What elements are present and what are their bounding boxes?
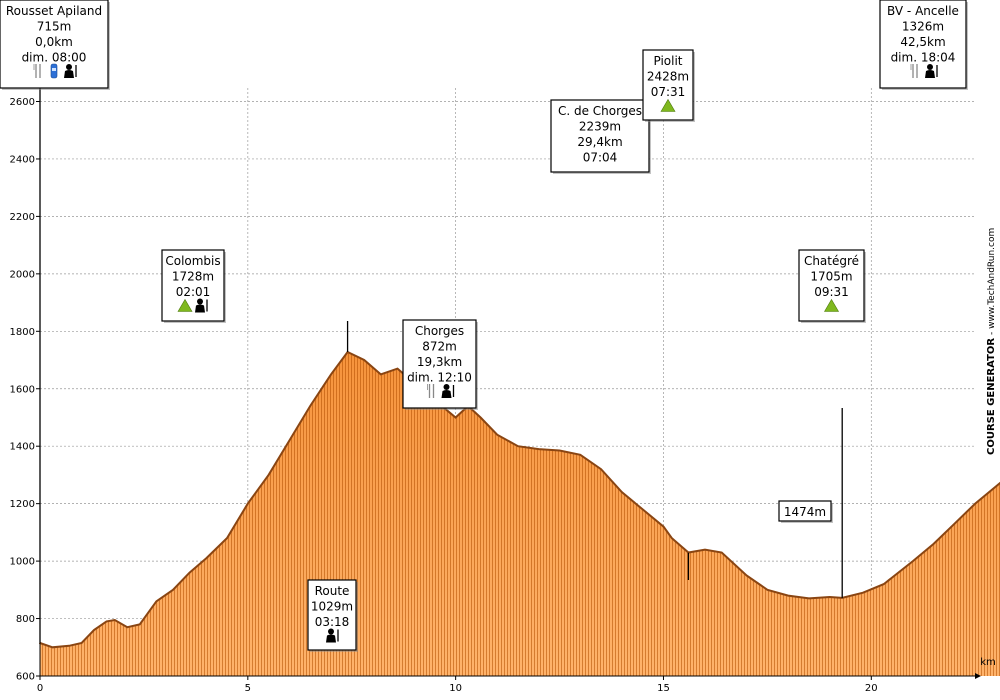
waypoint-label-line: 19,3km [417,355,462,369]
y-tick-label: 2400 [10,154,35,165]
y-tick-label: 1800 [10,327,35,338]
fork-knife-icon [427,384,435,398]
credit-text: COURSE GENERATOR - www.TechAndRun.com [986,228,997,455]
person-icon [195,298,208,313]
x-tick-label: 10 [449,683,462,694]
waypoint-label-line: Route [315,584,350,598]
waypoint-label-line: dim. 12:10 [407,371,472,385]
mountain-icon [177,298,193,312]
waypoint-label-line: 1029m [311,600,353,614]
waypoint-box [778,500,832,522]
waypoint-box [402,319,477,409]
mountain-icon [823,298,840,312]
waypoint-label-line: 03:18 [315,615,350,629]
waypoint-label-line: 07:31 [651,85,686,99]
y-tick-label: 2200 [10,212,35,223]
y-tick-label: 800 [16,614,35,625]
x-tick-label: 0 [37,683,43,694]
waypoint-label-line: 07:04 [583,151,618,165]
waypoint-label-line: 02:01 [176,285,211,299]
y-tick-label: 2600 [10,97,35,108]
credit: COURSE GENERATOR - www.TechAndRun.com [986,228,997,455]
y-tick-label: 2000 [10,269,35,280]
area-hatching [40,352,1000,676]
person-icon [441,384,455,398]
waypoint-label-line: 1326m [902,20,944,34]
waypoint-label: 1474m [778,500,833,523]
mountain-icon [660,98,676,112]
waypoint-label-line: 1705m [810,270,852,284]
waypoint-label-line: 29,4km [577,135,622,149]
x-tick-label: 15 [657,683,670,694]
x-axis-arrow [975,673,981,679]
waypoint-box [550,99,650,173]
person-icon [64,64,77,78]
waypoint-label-line: dim. 18:04 [891,51,956,65]
waypoint-label-line: 1474m [784,505,826,519]
y-tick-label: 1600 [10,384,35,395]
fork-knife-icon [910,64,918,78]
waypoint-label-line: BV - Ancelle [887,4,959,18]
x-tick-label: 20 [865,683,878,694]
elevation-area [39,350,1000,676]
person-icon [326,628,339,643]
waypoint-label-line: 42,5km [900,35,945,49]
fork-knife-icon [33,64,41,78]
waypoint-label-line: Piolit [653,54,682,68]
waypoint-box [879,0,967,89]
water-bottle-icon [50,63,58,79]
waypoint-label-line: 0,0km [35,35,73,49]
waypoint-label-line: 872m [422,340,457,354]
waypoint-label-line: 2239m [579,120,621,134]
waypoint-label-line: 1728m [172,270,214,284]
waypoint-label-line: 715m [37,20,72,34]
waypoint-label-line: C. de Chorges [558,104,642,118]
waypoint-label-line: Colombis [165,254,220,268]
waypoint-label-line: Chatégré [804,254,859,268]
waypoint-label-line: 09:31 [814,285,849,299]
waypoint-label-line: dim. 08:00 [22,51,87,65]
x-axis-label: km [980,657,996,668]
waypoint-label-line: Chorges [415,324,464,338]
waypoint-label-line: 2428m [647,70,689,84]
y-tick-label: 600 [16,672,35,683]
waypoint-box [161,249,225,322]
y-tick-label: 1200 [10,499,35,510]
y-tick-label: 1000 [10,557,35,568]
elevation-line [39,350,1000,649]
y-tick-label: 1400 [10,442,35,453]
waypoint-label-line: Rousset Apiland [6,4,102,18]
x-tick-label: 5 [245,683,251,694]
person-icon [925,64,938,78]
